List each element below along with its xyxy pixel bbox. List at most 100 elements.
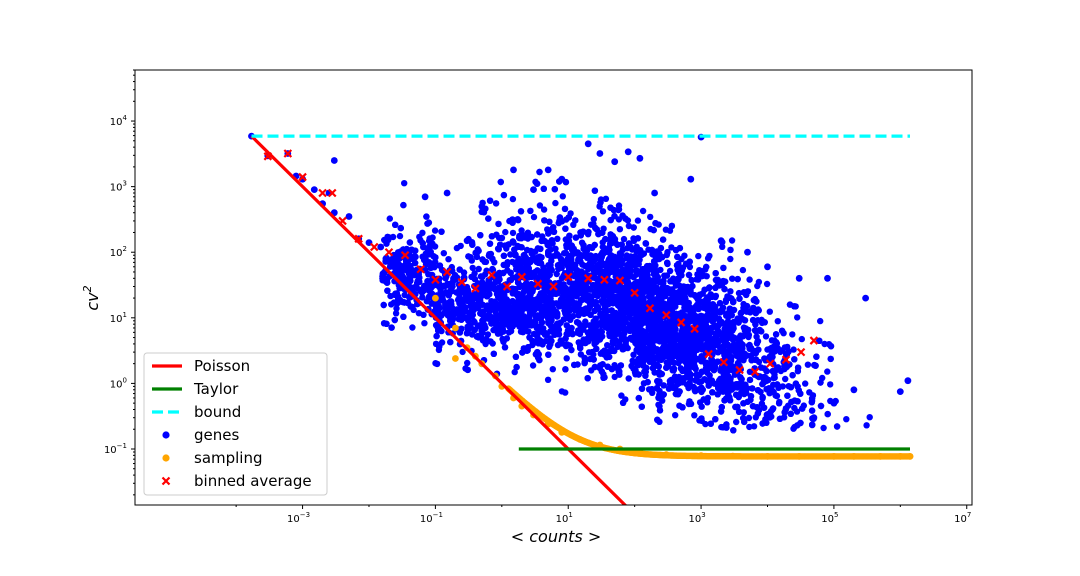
gene-point [723,331,731,338]
gene-point [541,217,548,224]
gene-point [650,226,657,234]
gene-point [811,361,818,369]
gene-point [646,293,653,300]
gene-point [699,355,706,363]
gene-point [773,392,781,400]
gene-point [833,423,841,430]
gene-point [817,379,824,386]
gene-point [635,394,642,402]
gene-point [719,243,726,250]
gene-point [597,199,604,206]
gene-point [710,306,717,314]
gene-point [618,335,625,343]
gene-point [705,382,712,389]
gene-point [480,312,487,319]
gene-point [642,240,649,247]
gene-point [488,233,496,240]
gene-point [754,338,761,345]
gene-point [544,241,551,249]
gene-point [611,296,618,304]
gene-point [585,293,592,300]
gene-point [586,303,594,310]
gene-point [431,227,439,234]
gene-point [755,406,763,414]
gene-point [774,381,781,388]
gene-point [793,408,801,415]
gene-point [383,320,390,327]
gene-point [407,262,414,270]
gene-point [691,412,698,419]
gene-point [732,403,739,411]
gene-point [738,309,745,316]
gene-point [500,338,507,345]
gene-point [698,403,705,410]
gene-point [584,231,592,238]
gene-point [536,202,544,209]
gene-point [633,330,640,337]
gene-point [709,301,717,308]
gene-point [568,256,575,263]
gene-point [652,267,659,274]
gene-point [530,213,538,221]
gene-point [568,289,576,297]
gene-point [483,335,490,343]
gene-point [425,287,433,294]
gene-point [747,393,755,400]
gene-point [538,237,545,245]
gene-point [539,328,546,336]
gene-point [424,220,431,227]
gene-point [562,250,570,257]
gene-point [813,353,820,360]
gene-point [528,281,535,288]
gene-point [759,393,766,401]
gene-point [736,295,743,302]
gene-point [468,331,476,338]
gene-point [642,269,650,276]
gene-point [590,215,597,223]
gene-point [618,319,625,326]
gene-point [630,351,637,358]
gene-point [443,282,450,289]
gene-point [599,208,607,215]
gene-point [559,193,566,200]
gene-point [424,278,431,285]
gene-point [571,361,578,369]
gene-point [619,399,627,406]
gene-point [653,256,660,263]
gene-point [456,285,464,292]
gene-point [492,200,500,207]
gene-point [630,324,637,332]
gene-point [580,242,587,249]
gene-point [592,291,599,299]
gene-point [591,363,599,371]
gene-point [547,341,554,348]
gene-point [386,215,393,222]
gene-point [478,208,485,216]
gene-point [534,299,541,307]
gene-point [752,309,759,317]
genes-cloud [379,168,873,434]
gene-point [590,318,597,325]
gene-point [648,246,656,254]
gene-point [698,368,706,375]
gene-point [655,363,662,370]
gene-point [723,325,730,332]
data-layer [248,132,914,505]
gene-point [557,337,564,344]
gene-point [551,186,558,193]
gene-point [448,317,455,325]
gene-point [695,386,702,393]
gene-point [700,396,707,403]
gene-point [540,185,547,192]
gene-point [750,304,757,312]
gene-point [728,237,736,244]
gene-point [693,276,700,283]
gene-point [827,343,835,350]
gene-point [611,373,618,381]
gene-point [563,355,570,362]
gene-point [511,300,518,307]
gene-point [717,309,724,316]
gene-point [755,358,763,366]
gene-point [680,344,687,351]
gene-point [595,230,602,238]
